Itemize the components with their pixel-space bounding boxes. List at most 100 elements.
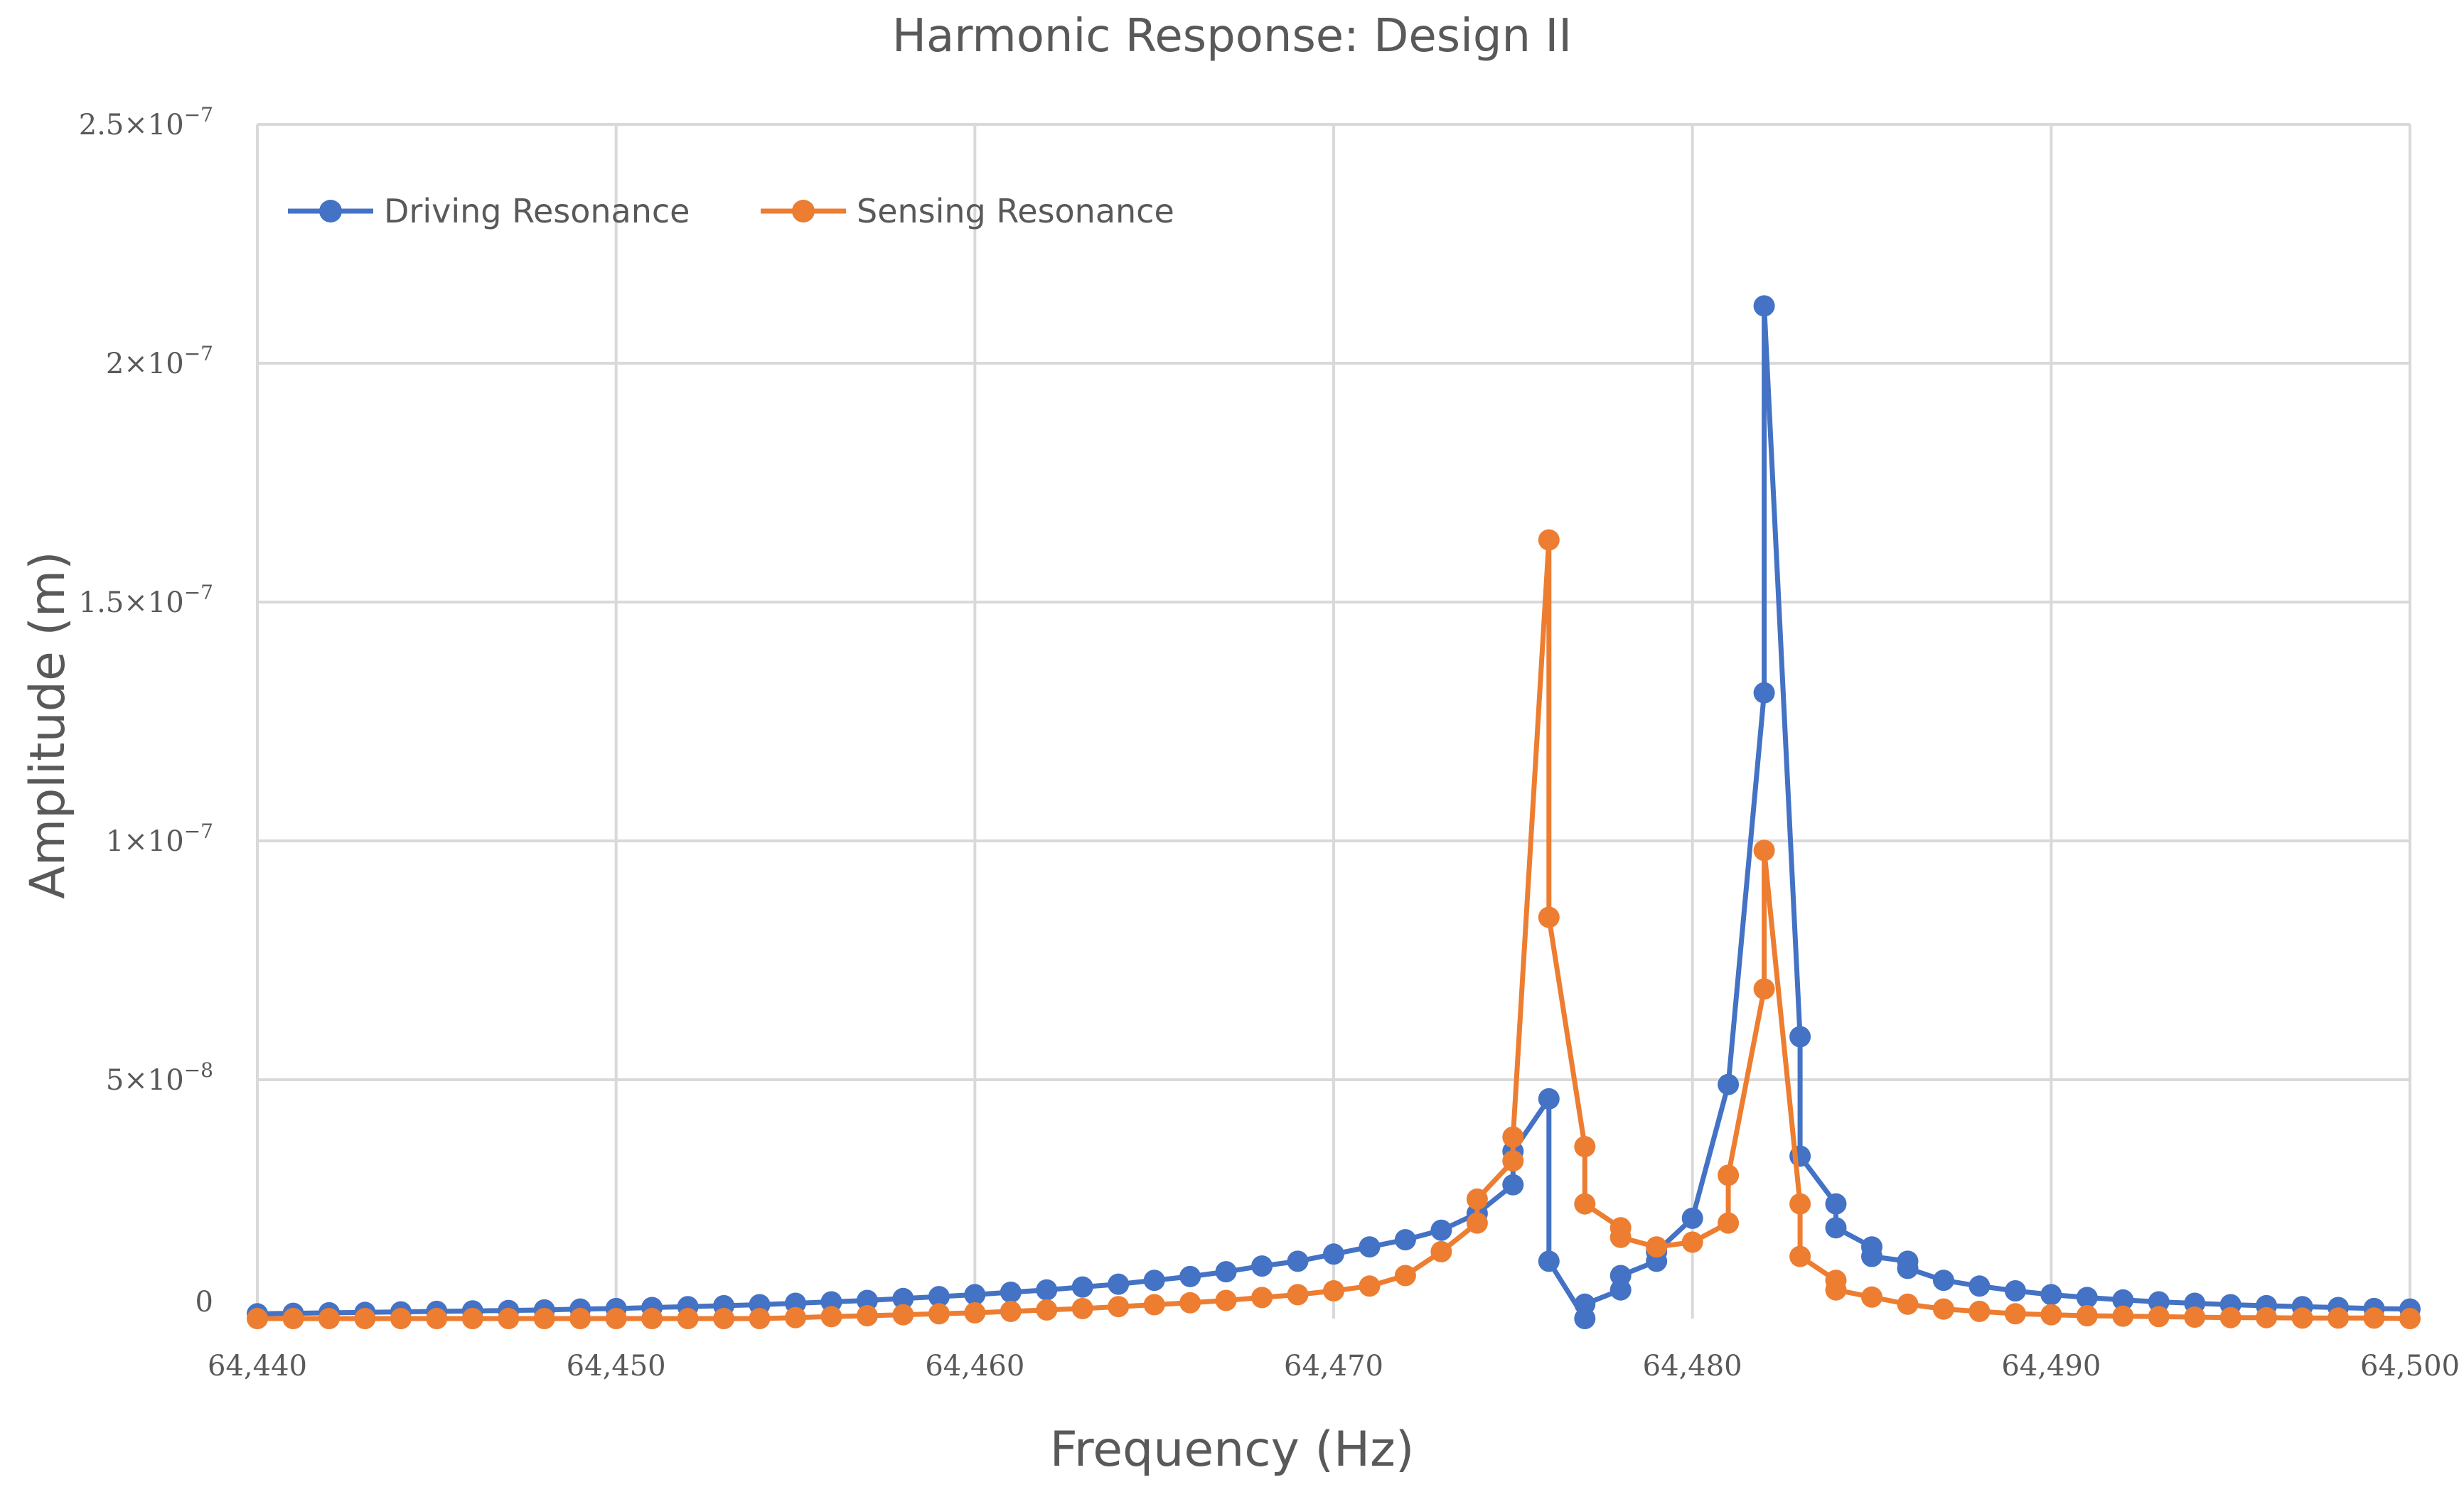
data-point-driving xyxy=(1753,682,1775,704)
data-point-sensing xyxy=(1215,1289,1237,1311)
data-point-driving xyxy=(2148,1291,2170,1313)
data-point-sensing xyxy=(318,1308,340,1329)
data-point-driving xyxy=(1789,1026,1811,1048)
data-point-driving xyxy=(1502,1174,1524,1196)
data-point-sensing xyxy=(1466,1212,1488,1234)
data-point-sensing xyxy=(1108,1296,1130,1318)
data-point-sensing xyxy=(1574,1136,1596,1158)
data-point-sensing xyxy=(2040,1304,2062,1326)
data-point-driving xyxy=(1394,1229,1416,1251)
data-point-sensing xyxy=(1179,1292,1201,1314)
data-point-sensing xyxy=(2184,1306,2206,1328)
data-point-sensing xyxy=(2004,1303,2026,1325)
y-tick-label: 2×10−7 xyxy=(106,342,213,380)
data-point-sensing xyxy=(1287,1284,1309,1306)
data-point-driving xyxy=(964,1284,986,1306)
data-point-sensing xyxy=(2399,1308,2421,1329)
data-point-driving xyxy=(1825,1193,1847,1215)
data-point-driving xyxy=(1430,1219,1452,1241)
x-tick-label: 64,500 xyxy=(2360,1350,2460,1383)
data-point-driving xyxy=(2112,1289,2134,1311)
y-tick-label: 0 xyxy=(195,1286,213,1319)
data-point-driving xyxy=(892,1287,914,1309)
y-tick-label: 5×10−8 xyxy=(106,1058,213,1097)
legend-item-driving: Driving Resonance xyxy=(288,192,690,230)
data-point-driving xyxy=(2076,1287,2098,1309)
data-point-driving xyxy=(1071,1276,1093,1298)
data-point-sensing xyxy=(2219,1306,2241,1329)
data-point-sensing xyxy=(2256,1306,2278,1329)
data-point-sensing xyxy=(1538,906,1560,928)
x-tick-label: 64,470 xyxy=(1284,1350,1383,1383)
data-point-driving xyxy=(1574,1293,1596,1315)
chart-title: Harmonic Response: Design II xyxy=(892,10,1572,63)
data-point-sensing xyxy=(1789,1193,1811,1215)
data-point-sensing xyxy=(2328,1307,2350,1329)
data-point-driving xyxy=(1036,1279,1058,1301)
y-tick-label: 2.5×10−7 xyxy=(79,103,213,141)
data-point-sensing xyxy=(1789,1245,1811,1267)
data-point-sensing xyxy=(1932,1298,1954,1320)
legend-marker-sensing xyxy=(792,200,815,222)
data-point-sensing xyxy=(426,1308,448,1329)
data-point-driving xyxy=(1538,1250,1560,1272)
legend-label-sensing: Sensing Resonance xyxy=(857,192,1174,230)
data-point-sensing xyxy=(892,1304,914,1326)
data-point-sensing xyxy=(390,1308,412,1329)
data-point-driving xyxy=(1825,1217,1847,1239)
data-point-sensing xyxy=(928,1303,950,1325)
data-point-sensing xyxy=(1609,1226,1632,1248)
grid-lines xyxy=(256,123,2411,1319)
data-point-sensing xyxy=(964,1302,986,1324)
data-point-driving xyxy=(1897,1257,1919,1279)
data-point-sensing xyxy=(569,1308,591,1329)
data-point-driving xyxy=(1000,1282,1022,1303)
data-point-sensing xyxy=(785,1306,806,1329)
data-point-sensing xyxy=(1466,1188,1488,1210)
data-point-sensing xyxy=(2291,1307,2313,1329)
data-point-driving xyxy=(1609,1265,1632,1287)
data-point-driving xyxy=(2040,1284,2062,1306)
y-tick-label: 1×10−7 xyxy=(106,820,213,858)
data-point-sensing xyxy=(1681,1231,1703,1253)
data-point-sensing xyxy=(1825,1279,1847,1301)
y-axis-title: Amplitude (m) xyxy=(20,551,76,898)
legend: Driving Resonance Sensing Resonance xyxy=(288,192,1174,230)
data-point-sensing xyxy=(1897,1293,1919,1315)
data-point-sensing xyxy=(641,1308,663,1329)
x-tick-label: 64,490 xyxy=(2001,1350,2101,1383)
x-tick-label: 64,440 xyxy=(208,1350,307,1383)
data-point-driving xyxy=(1359,1236,1381,1258)
data-point-sensing xyxy=(533,1308,555,1329)
legend-marker-driving xyxy=(319,200,342,222)
data-point-sensing xyxy=(1000,1300,1022,1322)
data-point-sensing xyxy=(677,1308,699,1329)
data-point-sensing xyxy=(1968,1300,1991,1322)
data-point-sensing xyxy=(2148,1306,2170,1328)
data-point-driving xyxy=(1108,1273,1130,1295)
data-point-driving xyxy=(1323,1243,1344,1265)
data-point-sensing xyxy=(1646,1236,1668,1258)
data-point-sensing xyxy=(1861,1286,1882,1308)
data-point-sensing xyxy=(1323,1280,1344,1302)
data-point-driving xyxy=(1753,295,1775,317)
data-point-driving xyxy=(820,1291,842,1313)
data-point-sensing xyxy=(461,1308,483,1329)
x-axis-title: Frequency (Hz) xyxy=(1050,1422,1415,1478)
data-point-sensing xyxy=(1502,1126,1524,1148)
data-point-sensing xyxy=(605,1308,627,1329)
data-point-driving xyxy=(1287,1250,1309,1272)
data-point-sensing xyxy=(498,1308,520,1329)
data-point-sensing xyxy=(1753,978,1775,1000)
data-point-sensing xyxy=(2076,1305,2098,1326)
data-point-driving xyxy=(1681,1207,1703,1229)
data-point-sensing xyxy=(1502,1150,1524,1172)
data-point-sensing xyxy=(1538,529,1560,551)
data-point-sensing xyxy=(1036,1299,1058,1321)
data-point-driving xyxy=(1861,1245,1882,1267)
series-layer xyxy=(247,295,2421,1329)
data-point-sensing xyxy=(1718,1164,1740,1186)
data-point-driving xyxy=(856,1289,878,1311)
data-point-sensing xyxy=(1143,1294,1165,1316)
